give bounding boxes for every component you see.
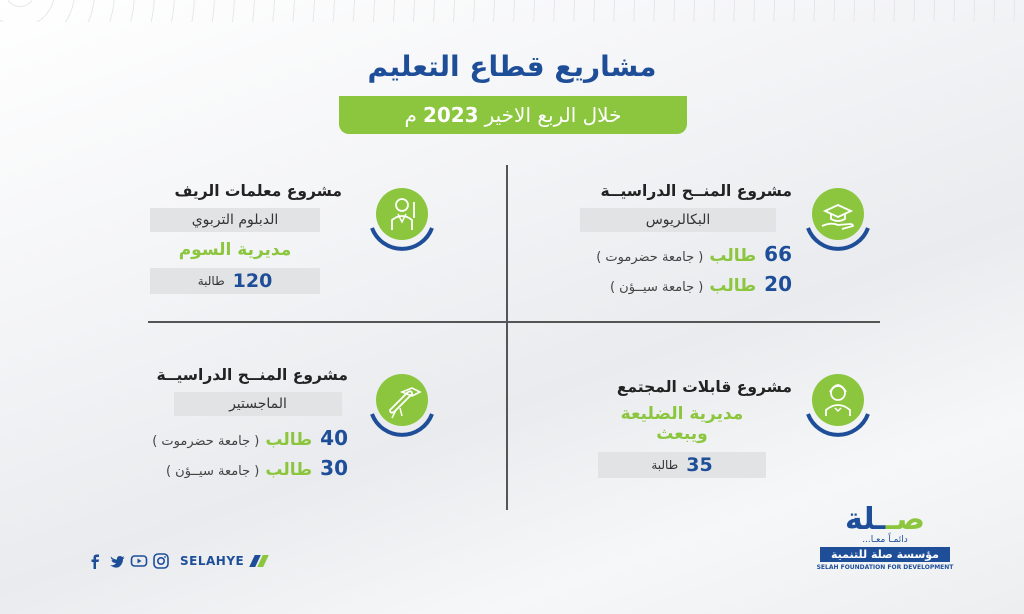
stat-row: 20 طالب ( جامعة سيــؤن ) — [578, 272, 792, 296]
youtube-icon[interactable] — [130, 552, 148, 570]
horizontal-divider — [148, 321, 880, 323]
logo-tagline: دائمـاً معـا... — [862, 535, 908, 545]
quadrant-bachelor-scholarships: مشروع المنــح الدراسيــة البكالريوس 66 ط… — [578, 182, 792, 296]
stat-university: ( جامعة سيــؤن ) — [165, 464, 260, 479]
stat-number: 20 — [764, 272, 792, 296]
stat-number: 40 — [320, 426, 348, 450]
brand-slashes — [249, 555, 270, 567]
twitter-icon[interactable] — [108, 552, 126, 570]
stat-university: ( جامعة حضرموت ) — [152, 434, 260, 449]
stat-number: 66 — [764, 242, 792, 266]
stat-university: ( جامعة حضرموت ) — [596, 250, 704, 265]
stat-row: 40 طالب ( جامعة حضرموت ) — [148, 426, 348, 450]
stat-row: 30 طالب ( جامعة سيــؤن ) — [148, 456, 348, 480]
social-handle: SELAHYE — [180, 554, 245, 568]
subtitle-year: 2023 — [422, 103, 479, 127]
logo-mark: صــلة — [810, 505, 960, 535]
logo-mark-green: صـ — [885, 502, 925, 537]
program-box: الدبلوم التربوي — [150, 208, 320, 232]
program-label: الدبلوم التربوي — [191, 212, 279, 228]
facebook-icon[interactable] — [86, 552, 104, 570]
logo-name-ar: مؤسسة صلة للتنمية — [820, 547, 950, 562]
count-box: 120 طالبة — [150, 268, 320, 294]
vertical-divider — [506, 165, 508, 510]
diploma-cap-icon — [362, 364, 442, 444]
count-box: 35 طالبة — [598, 452, 766, 478]
subtitle-prefix: خلال الربع الاخير — [484, 103, 622, 127]
level-label: البكالريوس — [645, 212, 711, 228]
project-title: مشروع المنــح الدراسيــة — [156, 366, 348, 384]
page-title: مشاريع قطاع التعليم — [367, 50, 657, 83]
project-title: مشروع قابلات المجتمع — [616, 378, 792, 396]
count-label: طالبة — [651, 458, 679, 472]
project-title: مشروع معلمات الريف — [174, 182, 342, 200]
stat-word: طالب — [709, 246, 757, 266]
count-number: 120 — [232, 270, 273, 292]
top-wave-pattern — [0, 0, 1024, 22]
project-title: مشروع المنــح الدراسيــة — [600, 182, 792, 200]
teacher-icon — [362, 178, 442, 258]
social-links: SELAHYE — [86, 552, 270, 570]
level-label: الماجستير — [229, 396, 287, 412]
count-number: 35 — [686, 454, 713, 476]
stat-word: طالب — [265, 460, 313, 480]
level-box: الماجستير — [174, 392, 342, 416]
subtitle-suffix: م — [404, 103, 417, 127]
graduation-hand-icon — [798, 178, 878, 258]
instagram-icon[interactable] — [152, 552, 170, 570]
stat-number: 30 — [320, 456, 348, 480]
district-label: مديرية السوم — [178, 240, 292, 260]
midwife-icon — [798, 364, 878, 444]
count-label: طالبة — [197, 274, 225, 288]
district-label: مديرية الضليعة ويبعث — [620, 404, 744, 444]
stat-row: 66 طالب ( جامعة حضرموت ) — [578, 242, 792, 266]
stat-university: ( جامعة سيــؤن ) — [609, 280, 704, 295]
logo-mark-blue: ـلة — [845, 502, 886, 537]
stat-word: طالب — [265, 430, 313, 450]
logo-name-en: SELAH FOUNDATION FOR DEVELOPMENT — [816, 564, 954, 571]
selah-logo: صــلة دائمـاً معـا... مؤسسة صلة للتنمية … — [810, 505, 960, 580]
level-box: البكالريوس — [580, 208, 776, 232]
quadrant-rural-teachers: مشروع معلمات الريف الدبلوم التربوي مديري… — [150, 182, 342, 294]
subtitle-banner: خلال الربع الاخير 2023 م — [339, 96, 687, 134]
stat-word: طالب — [709, 276, 757, 296]
quadrant-master-scholarships: مشروع المنــح الدراسيــة الماجستير 40 طا… — [148, 366, 348, 480]
quadrant-midwives: مشروع قابلات المجتمع مديرية الضليعة ويبع… — [598, 378, 792, 478]
